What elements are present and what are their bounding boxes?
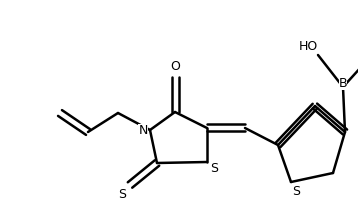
Text: HO: HO bbox=[298, 40, 318, 53]
Text: S: S bbox=[292, 185, 300, 198]
Text: S: S bbox=[118, 189, 126, 202]
Text: O: O bbox=[170, 59, 180, 73]
Text: B: B bbox=[339, 77, 347, 90]
Text: S: S bbox=[210, 163, 218, 176]
Text: N: N bbox=[138, 125, 148, 138]
